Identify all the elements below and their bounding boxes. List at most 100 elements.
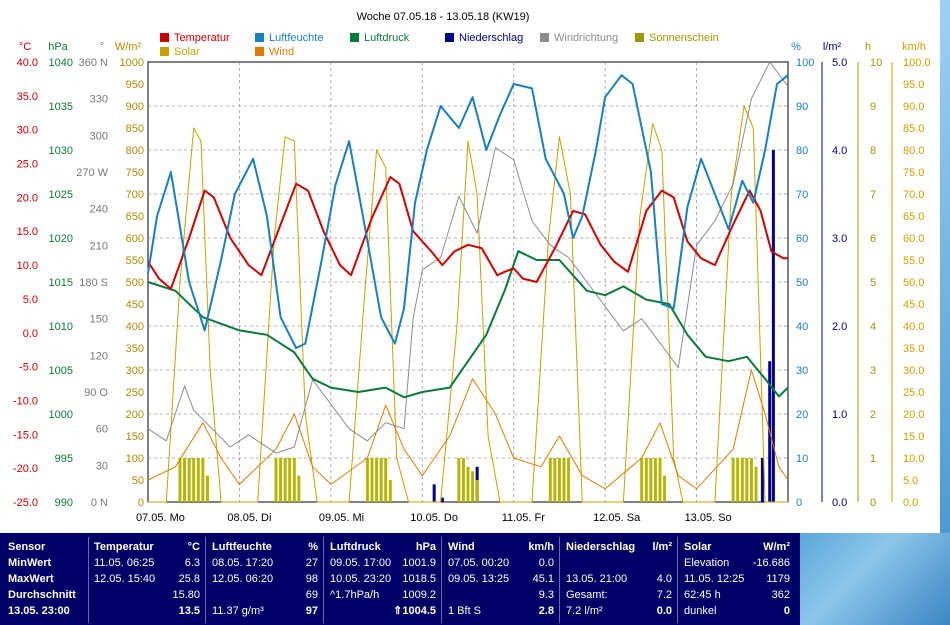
- solar-tick-label: 400: [126, 321, 144, 333]
- solar-tick-label: 1000: [120, 57, 144, 69]
- direction-tick-label: 300: [90, 130, 108, 142]
- solar-tick-label: 0: [138, 497, 144, 509]
- legend-label: Windrichtung: [554, 32, 618, 44]
- solar-tick-label: 450: [126, 299, 144, 311]
- grid: [148, 62, 788, 502]
- wind-tick-label: 0.0: [903, 497, 918, 509]
- humidity-tick-label: 10: [796, 453, 808, 465]
- axis-unit-label: hPa: [48, 41, 68, 53]
- stats-niederschlag-header: Niederschlag: [566, 541, 636, 553]
- divider: [677, 537, 678, 623]
- stats-luftfeuchte-header: Luftfeuchte: [212, 541, 272, 553]
- legend-swatch: [350, 33, 359, 42]
- stats-temperatur-header: Temperatur: [94, 541, 154, 553]
- direction-tick-label: 120: [90, 350, 108, 362]
- sunshine-bar: [475, 480, 479, 502]
- sunshine-tick-label: 4: [870, 321, 876, 333]
- temp-tick-label: 20.0: [17, 192, 38, 204]
- divider: [441, 537, 442, 623]
- chart-background: [0, 0, 950, 533]
- humidity-tick-label: 100: [796, 57, 814, 69]
- stats-luftfeuchte-time: 08.05. 17:20: [212, 557, 274, 569]
- axis-unit-label: °: [100, 41, 104, 53]
- stats-luftfeuchte-time: 11.37 g/m³: [212, 605, 264, 617]
- stats-luftfeuchte-time: 12.05. 06:20: [212, 573, 274, 585]
- legend-swatch: [635, 33, 644, 42]
- sunshine-bar: [384, 458, 388, 502]
- x-tick-label: 11.05. Fr: [502, 512, 546, 524]
- wind-tick-label: 40.0: [903, 321, 924, 333]
- sunshine-bar: [183, 458, 187, 502]
- x-tick-label: 07.05. Mo: [136, 512, 185, 524]
- legend-label: Solar: [174, 46, 200, 58]
- weather-chart: Woche 07.05.18 - 13.05.18 (KW19) Tempera…: [0, 0, 950, 533]
- pressure-line: [147, 250, 789, 399]
- humidity-tick-label: 50: [796, 277, 808, 289]
- solar-tick-label: 150: [126, 431, 144, 443]
- solar-tick-label: 50: [132, 475, 144, 487]
- stats-solar-value: 362: [771, 589, 790, 601]
- pressure-tick-label: 1005: [49, 365, 73, 377]
- stats-luftdruck-value: ⇑1004.5: [393, 605, 436, 617]
- wind-tick-label: 45.0: [903, 299, 924, 311]
- humidity-tick-label: 0: [796, 497, 802, 509]
- humidity-tick-label: 30: [796, 365, 808, 377]
- stats-temperatur-value: 6.3: [184, 557, 200, 569]
- stats-sensor-header: Sensor: [8, 541, 46, 553]
- desktop-background: [800, 533, 950, 625]
- sunshine-bar: [370, 458, 374, 502]
- sunshine-bar: [457, 458, 461, 502]
- stats-wind-value: 2.8: [538, 605, 554, 617]
- stats-solar-value: 0: [783, 605, 790, 617]
- stats-temperatur-time: 11.05. 06:25: [94, 557, 155, 569]
- temp-tick-label: 40.0: [17, 57, 38, 69]
- direction-tick-label: 270 W: [76, 167, 108, 179]
- sunshine-bar: [288, 458, 292, 502]
- stats-wind-value: 45.1: [532, 573, 554, 585]
- statistics-panel: Sensor MinWert MaxWert Durchschnitt 13.0…: [0, 533, 800, 625]
- temp-tick-label: -15.0: [13, 429, 38, 441]
- wind-tick-label: 55.0: [903, 255, 924, 267]
- stats-solar-time: 62:45 h: [684, 589, 721, 601]
- stats-luftdruck-unit: hPa: [415, 541, 436, 553]
- rain-tick-label: 4.0: [832, 145, 847, 157]
- stats-sensor-column: Sensor MinWert MaxWert Durchschnitt 13.0…: [8, 539, 84, 623]
- wind-tick-label: 90.0: [903, 101, 924, 113]
- direction-tick-label: 210: [90, 240, 108, 252]
- stats-wind-unit: km/h: [528, 541, 554, 553]
- stats-solar-unit: W/m²: [763, 541, 790, 553]
- wind-tick-label: 100.0: [903, 57, 931, 69]
- stats-luftfeuchte-value: 27: [305, 557, 318, 569]
- temp-tick-label: 35.0: [17, 91, 38, 103]
- sunshine-tick-label: 5: [870, 277, 876, 289]
- sunshine-bar: [740, 458, 744, 502]
- wind-direction-line: [147, 61, 789, 454]
- x-tick-label: 08.05. Di: [227, 512, 271, 524]
- sunshine-bar: [548, 458, 552, 502]
- legend-swatch: [255, 47, 264, 56]
- axis-unit-label: °C: [19, 41, 31, 53]
- direction-tick-label: 90 O: [84, 387, 108, 399]
- wind-tick-label: 50.0: [903, 277, 924, 289]
- sunshine-bar: [663, 475, 667, 502]
- wind-tick-label: 95.0: [903, 79, 924, 91]
- stats-temperatur-value: 15.80: [172, 589, 200, 601]
- axis-unit-label: km/h: [902, 41, 926, 53]
- wind-tick-label: 15.0: [903, 431, 924, 443]
- stats-niederschlag-value: 0.0: [656, 605, 672, 617]
- stats-niederschlag-unit: l/m²: [652, 541, 672, 553]
- stats-wind-time: 07.05. 00:20: [448, 557, 510, 569]
- solar-tick-label: 800: [126, 145, 144, 157]
- sunshine-bar: [192, 458, 196, 502]
- axes: 40.035.030.025.020.015.010.05.00.0-5.0-1…: [13, 57, 931, 509]
- solar-tick-label: 300: [126, 365, 144, 377]
- wind-tick-label: 70.0: [903, 189, 924, 201]
- rain-bar: [432, 484, 436, 502]
- sunshine-bar: [754, 466, 758, 502]
- wind-speed-line: [147, 369, 789, 490]
- direction-tick-label: 180 S: [79, 277, 108, 289]
- rain-bar: [771, 150, 775, 502]
- rain-tick-label: 5.0: [832, 57, 847, 69]
- stats-temperatur-value: 13.5: [178, 605, 200, 617]
- stats-wind-column: Wind km/h 07.05. 00:20 0.0 09.05. 13:25 45.1 9…: [448, 539, 554, 623]
